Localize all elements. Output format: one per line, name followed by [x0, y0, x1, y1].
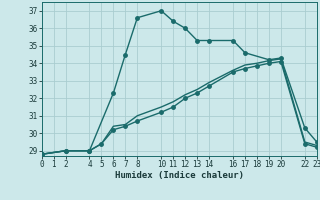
X-axis label: Humidex (Indice chaleur): Humidex (Indice chaleur) [115, 171, 244, 180]
